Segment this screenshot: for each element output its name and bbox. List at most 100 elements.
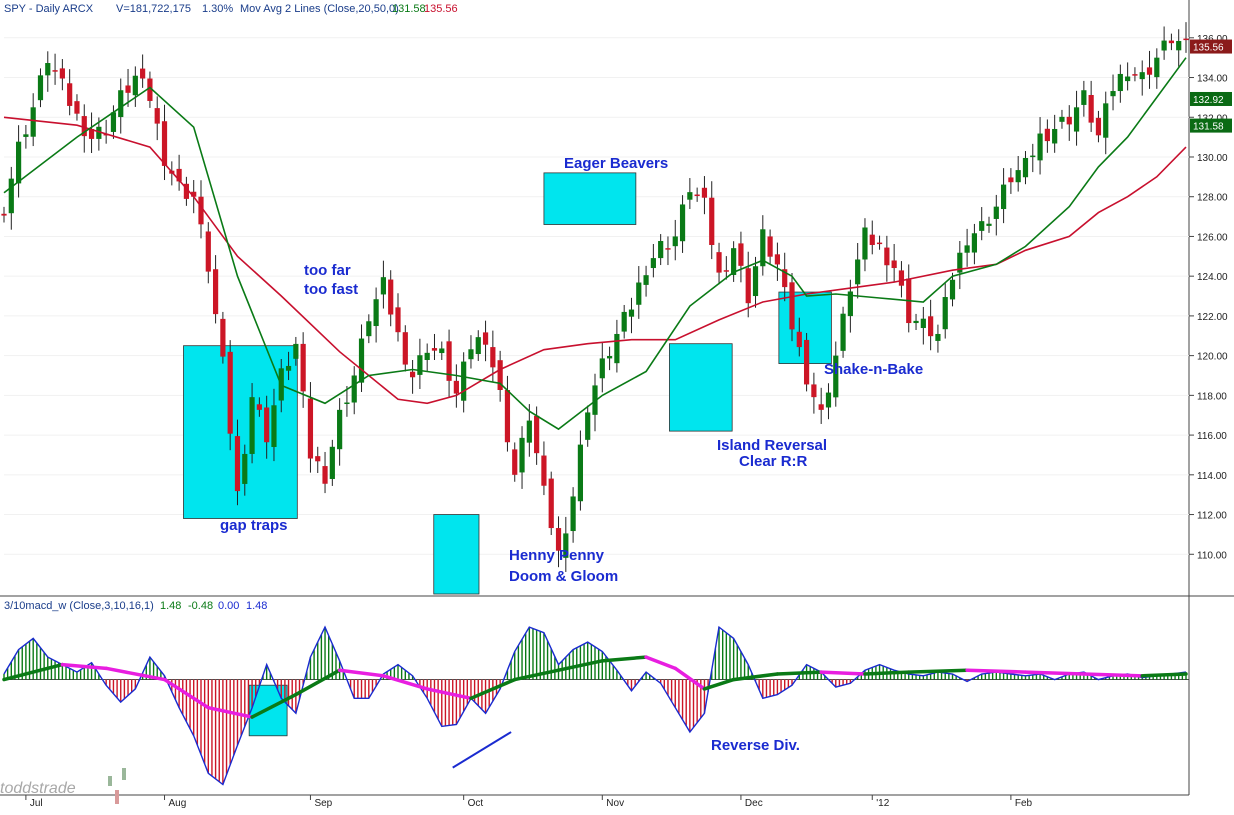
- y-tick-label: 136.00: [1197, 34, 1228, 45]
- candle-body: [373, 299, 379, 327]
- candle-body: [526, 420, 532, 443]
- candle-body: [606, 356, 613, 359]
- candle-body: [818, 404, 824, 410]
- candle-body: [227, 351, 233, 434]
- price-tag-label-ma50: 131.58: [1193, 122, 1224, 133]
- candle-body: [140, 68, 146, 79]
- candle-body: [344, 402, 350, 405]
- candle-body: [541, 455, 547, 486]
- candle-body: [132, 75, 138, 96]
- x-tick-label: '12: [876, 798, 889, 809]
- candle-body: [147, 78, 153, 101]
- y-tick-label: 112.00: [1197, 511, 1227, 522]
- candle-body: [993, 206, 999, 219]
- candle-body: [1176, 40, 1182, 51]
- macd-signal-segment: [673, 666, 707, 691]
- annotation-too-fast: too fast: [304, 281, 358, 298]
- macd-signal-segment: [775, 670, 823, 676]
- annotation-doom-gloom: Doom & Gloom: [509, 568, 618, 585]
- candle-body: [855, 259, 861, 285]
- macd-signal-segment: [206, 705, 254, 719]
- candle-body: [1183, 38, 1189, 41]
- divergence-line: [452, 731, 512, 769]
- macd-signal-segment: [965, 668, 1028, 674]
- candle-body: [942, 297, 948, 330]
- x-tick-label: Feb: [1015, 798, 1033, 809]
- candle-body: [825, 392, 832, 408]
- annotation-henny-penny: Henny Penny: [509, 547, 605, 564]
- candle-body: [1037, 133, 1043, 161]
- candle-body: [1146, 67, 1153, 75]
- candle-body: [322, 466, 328, 484]
- watermark-text: toddstrade: [0, 780, 76, 797]
- candle-body: [176, 168, 182, 182]
- annotation-eager-beavers: Eager Beavers: [564, 155, 668, 172]
- candle-body: [628, 309, 635, 317]
- candle-body: [738, 243, 744, 266]
- candle-body: [504, 389, 511, 443]
- ma50-line: [3, 116, 1187, 405]
- candle-body: [1161, 40, 1167, 51]
- candle-body: [658, 241, 664, 259]
- header-volume: V=181,722,175: [116, 3, 191, 15]
- candle-body: [30, 107, 36, 137]
- macd-signal-segment: [1082, 672, 1144, 678]
- x-tick-label: Aug: [169, 798, 187, 809]
- candle-body: [45, 63, 51, 76]
- candle-body: [439, 348, 445, 354]
- candle-body: [453, 380, 459, 394]
- y-tick-label: 128.00: [1197, 193, 1228, 204]
- candle-body: [358, 338, 365, 383]
- candle-body: [512, 449, 518, 475]
- candle-body: [833, 355, 839, 398]
- candle-body: [424, 352, 430, 360]
- candle-body: [67, 83, 73, 106]
- macd-signal-segment: [60, 662, 108, 671]
- candle-body: [234, 436, 241, 492]
- candle-body: [1015, 170, 1021, 183]
- candle-body: [1052, 128, 1058, 144]
- candle-body: [650, 258, 656, 269]
- candle-body: [205, 231, 211, 272]
- candle-body: [183, 183, 190, 199]
- y-tick-label: 120.00: [1197, 352, 1228, 363]
- watermark-bar-3: [122, 768, 126, 780]
- candle-body: [351, 375, 357, 403]
- candle-body: [920, 318, 926, 329]
- candle-body: [461, 361, 467, 401]
- candle-body: [395, 307, 401, 333]
- candle-body: [1008, 177, 1014, 183]
- price-tag-label-ma20: 132.92: [1193, 95, 1224, 106]
- header-change: 1.30%: [202, 3, 233, 15]
- candle-body: [264, 407, 270, 443]
- candle-body: [88, 128, 95, 139]
- candle-body: [665, 248, 671, 250]
- candle-body: [760, 229, 766, 267]
- annotation-reverse-div: Reverse Div.: [711, 737, 800, 754]
- macd-signal-segment: [1023, 670, 1086, 676]
- header-ma20-value: 131.58: [392, 3, 426, 15]
- x-tick-label: Jul: [30, 798, 43, 809]
- candle-body: [1088, 95, 1094, 123]
- watermark-logo: toddstrade: [0, 768, 126, 804]
- candle-body: [118, 90, 124, 118]
- macd-signal-segment: [731, 672, 780, 682]
- candle-body: [935, 333, 941, 341]
- candle-body: [293, 343, 299, 359]
- candle-body: [563, 533, 569, 558]
- macd-signal-segment: [863, 670, 911, 676]
- candle-body: [621, 311, 627, 332]
- candle-body: [555, 528, 562, 551]
- candle-body: [1073, 107, 1080, 132]
- candle-body: [716, 252, 722, 273]
- candle-body: [636, 282, 642, 305]
- macd-signal-segment: [556, 659, 605, 672]
- candle-body: [577, 444, 584, 502]
- candle-body: [110, 112, 117, 132]
- x-tick-label: Oct: [468, 798, 484, 809]
- macd-signal-segment: [702, 677, 736, 691]
- candle-body: [220, 318, 226, 357]
- annotation-island-reversal: Island Reversal: [717, 437, 827, 454]
- candle-body: [23, 134, 29, 137]
